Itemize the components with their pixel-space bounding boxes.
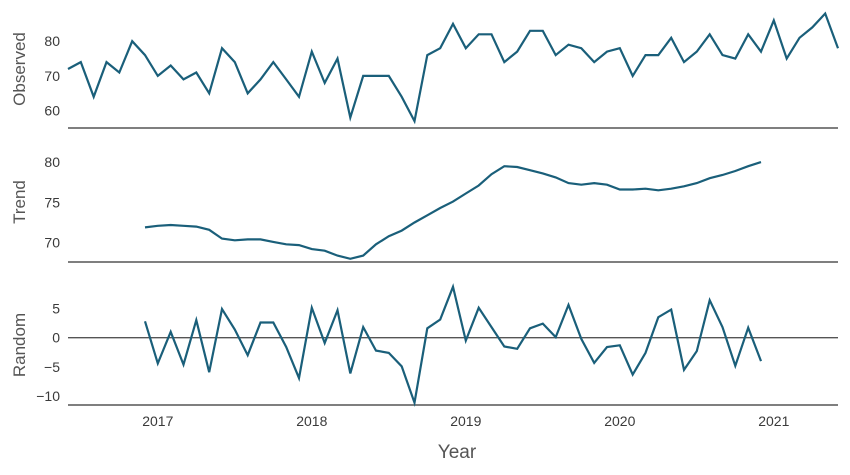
y-tick-label: −5	[44, 359, 60, 375]
series-line-observed	[67, 11, 840, 125]
series-line-random	[143, 283, 763, 408]
x-tick-label: 2019	[450, 413, 481, 429]
y-tick-label: 70	[44, 68, 60, 84]
y-tick-label: 75	[44, 194, 60, 210]
y-axis-title: Trend	[10, 180, 29, 224]
x-axis-title: Year	[438, 442, 477, 463]
y-axis-title: Random	[10, 313, 29, 377]
x-tick-label: 2020	[604, 413, 635, 429]
series-line-trend	[144, 161, 762, 260]
y-tick-label: −10	[36, 388, 60, 404]
y-tick-label: 80	[44, 154, 60, 170]
y-tick-label: 60	[44, 103, 60, 119]
x-tick-label: 2021	[758, 413, 789, 429]
panel-trend: 70 75 80 Trend	[10, 154, 838, 263]
x-tick-label: 2017	[142, 413, 173, 429]
panel-observed: 60 70 80 Observed	[10, 11, 840, 129]
y-tick-label: 70	[44, 235, 60, 251]
panels-layer: 60 70 80 Observed 70 75 80 Trend −10 −5 0 5 Random	[10, 11, 840, 408]
y-tick-label: 80	[44, 33, 60, 49]
y-axis-title: Observed	[10, 32, 29, 106]
y-tick-label: 0	[52, 330, 60, 346]
x-tick-label: 2018	[296, 413, 327, 429]
y-tick-label: 5	[52, 300, 60, 316]
panel-random: −10 −5 0 5 Random	[10, 283, 838, 408]
x-axis: 2017 2018 2019 2020 2021	[142, 413, 789, 429]
